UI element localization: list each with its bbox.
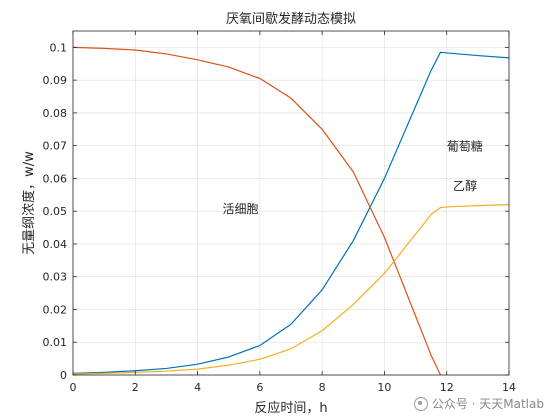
series-layer: [72, 46, 510, 376]
series-annotation: 活细胞: [222, 202, 258, 216]
x-tick-label: 0: [70, 381, 77, 394]
series-line-2: [72, 204, 510, 375]
y-tick-label: 0.08: [43, 107, 68, 120]
series-line-0: [72, 51, 510, 374]
y-axis-title: 无量纲浓度，w/w: [21, 151, 37, 255]
y-tick-label: 0.1: [50, 41, 68, 54]
x-tick-label: 10: [377, 381, 391, 394]
x-tick-label: 6: [256, 381, 263, 394]
x-tick-label: 8: [319, 381, 326, 394]
y-tick-label: 0.03: [43, 271, 68, 284]
x-axis-title: 反应时间，h: [254, 400, 327, 416]
series-annotation: 葡萄糖: [447, 139, 483, 154]
plot-border: [72, 30, 510, 376]
y-tick-label: 0.01: [43, 336, 68, 349]
series-annotation: 乙醇: [453, 178, 477, 193]
y-tick-label: 0.04: [43, 238, 68, 251]
series-line-1: [72, 46, 442, 376]
y-tick-label: 0.09: [43, 74, 68, 87]
y-tick-label: 0: [60, 369, 67, 382]
wechat-icon: [413, 396, 428, 411]
x-tick-label: 4: [194, 381, 201, 394]
watermark: 公众号 · 天天Matlab: [413, 395, 544, 412]
y-tick-label: 0.02: [43, 303, 68, 316]
x-tick-label: 14: [502, 381, 516, 394]
watermark-text: 公众号 · 天天Matlab: [431, 397, 544, 411]
chart-title: 厌氧间歇发酵动态模拟: [226, 11, 356, 27]
y-tick-label: 0.05: [43, 205, 68, 218]
plot-area: [73, 31, 509, 375]
ticks: 0 2 4 6 8 10 12 14 0 0.01 0.02 0.03 0.04 0.05 0.06 0.07…: [43, 31, 516, 394]
x-tick-label: 12: [440, 381, 454, 394]
y-tick-label: 0.06: [43, 172, 68, 185]
x-tick-label: 2: [132, 381, 139, 394]
y-tick-label: 0.07: [43, 140, 68, 153]
